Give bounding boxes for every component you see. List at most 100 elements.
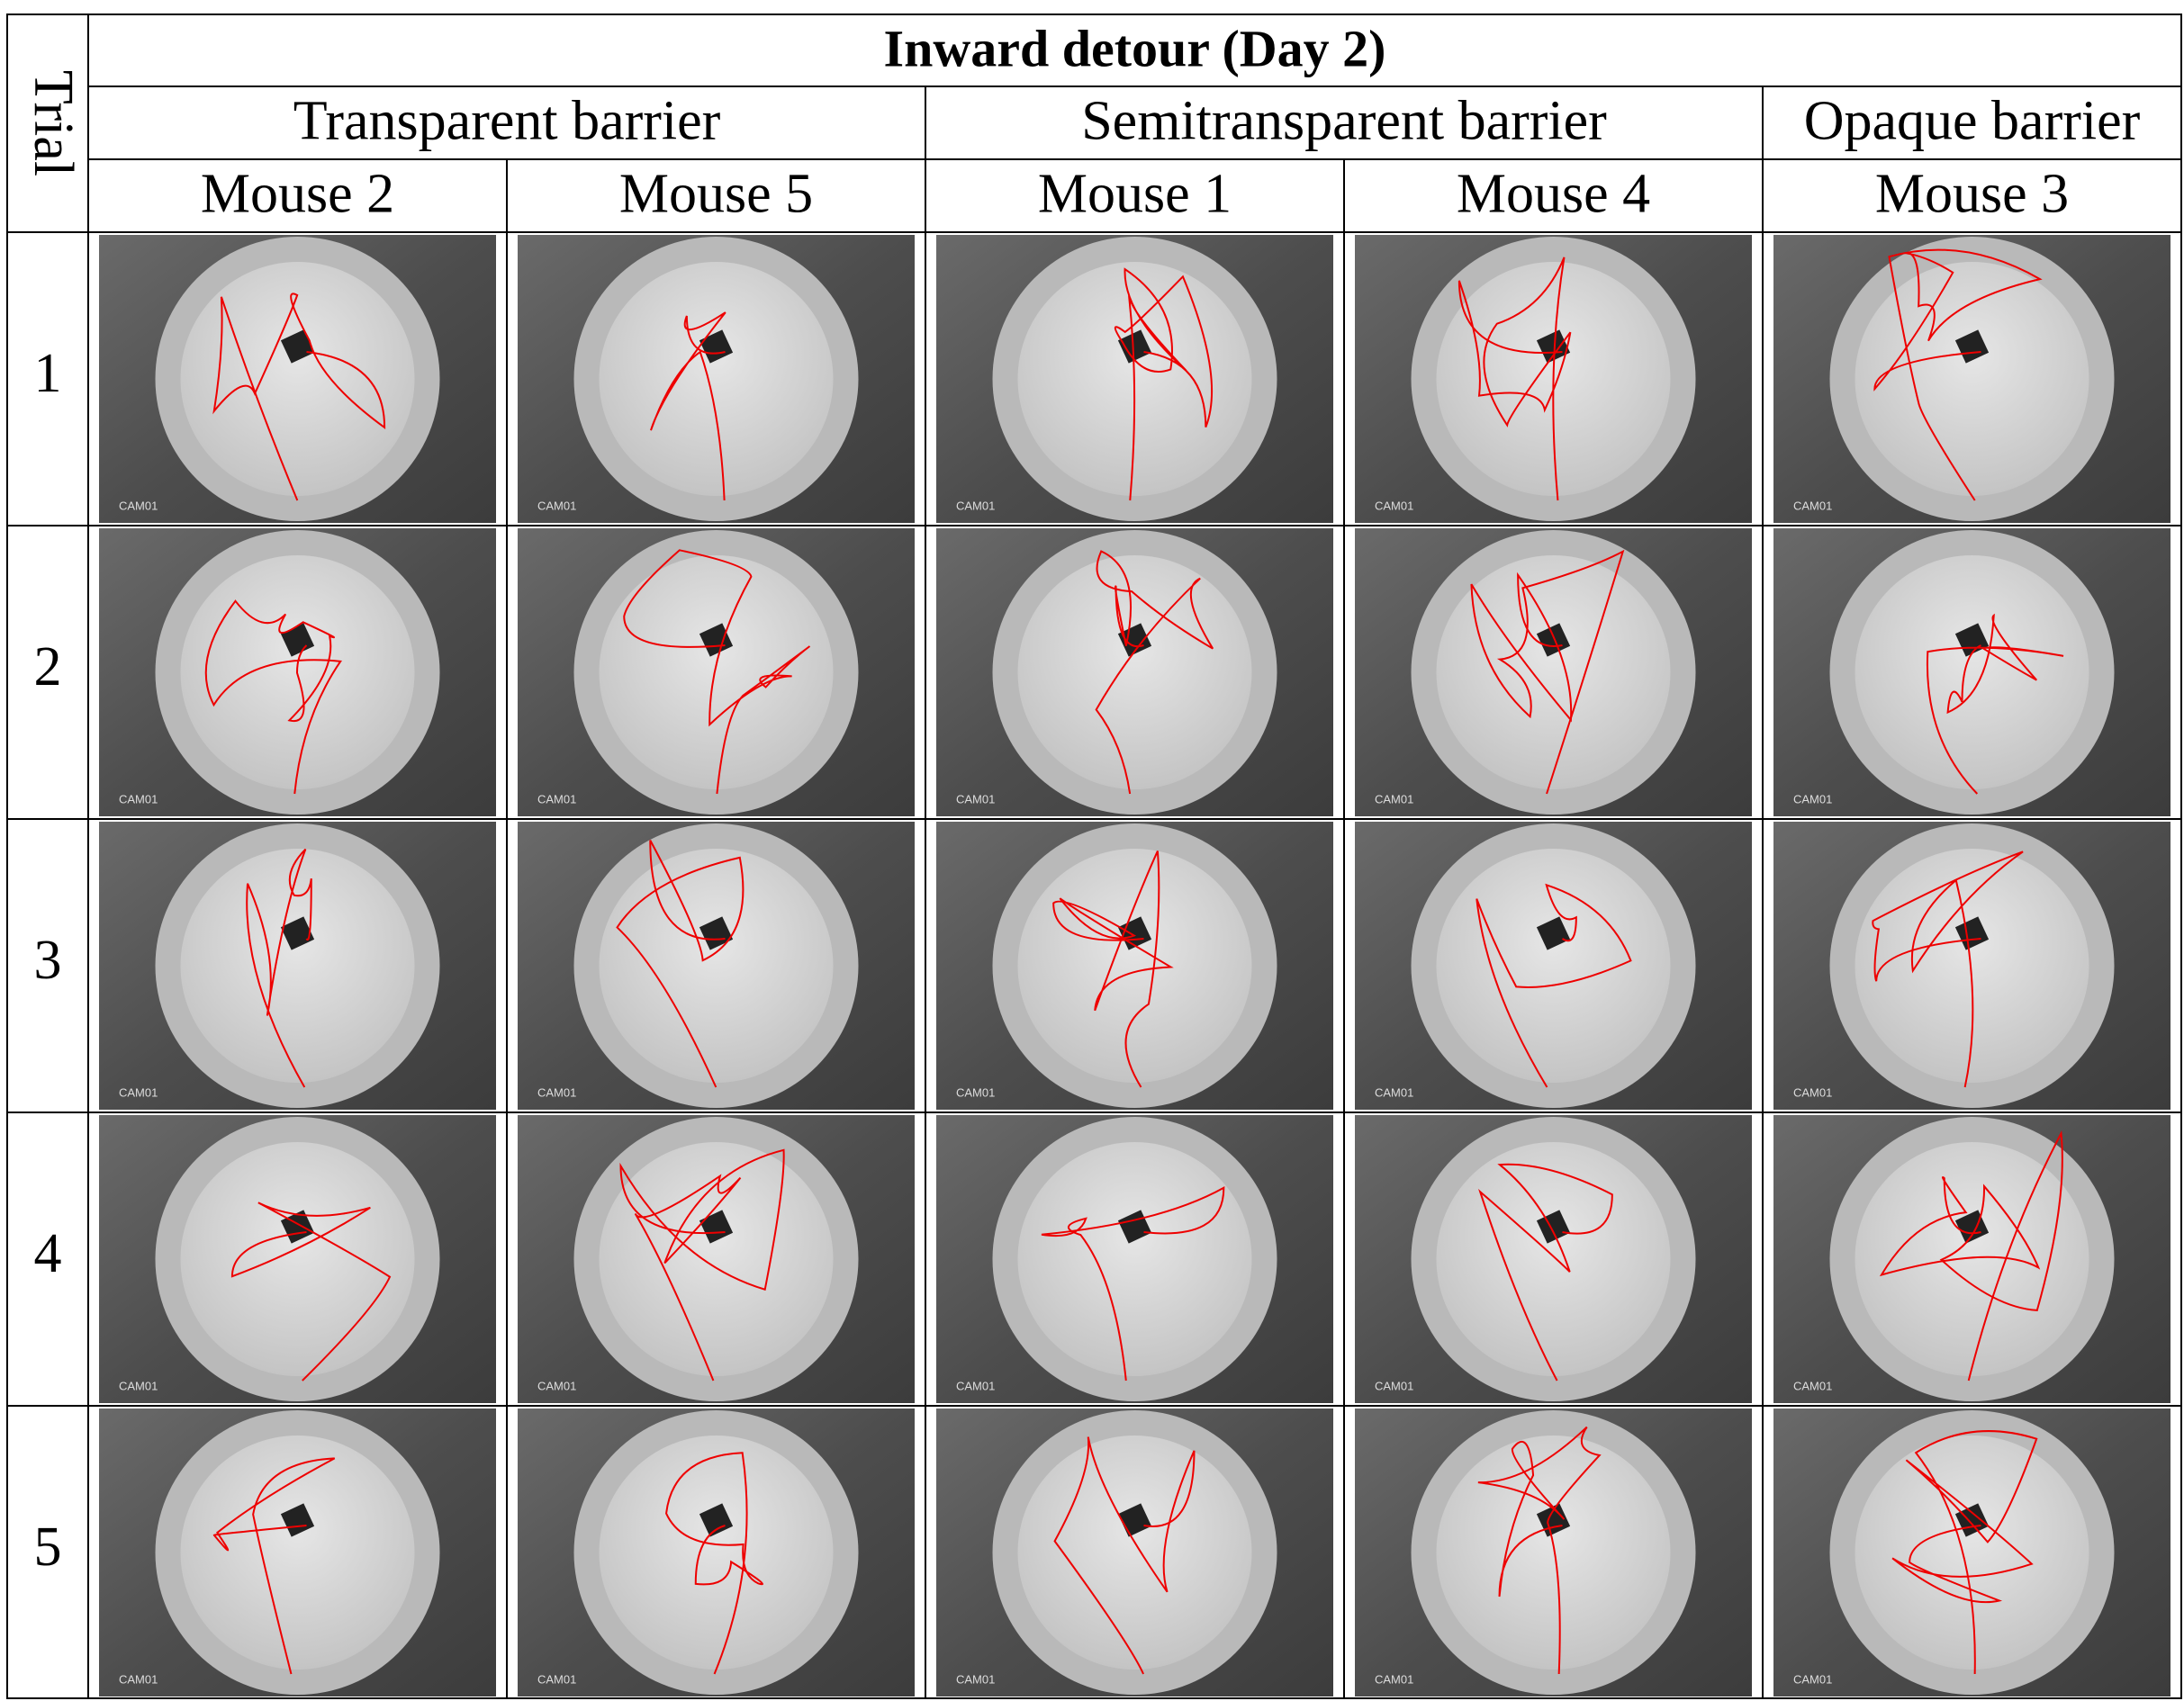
camera-label: CAM01: [1793, 499, 1832, 512]
camera-label: CAM01: [119, 499, 158, 512]
mouse-header: Mouse 2: [201, 164, 394, 225]
mouse-trajectory: [1095, 550, 1214, 795]
mouse-trajectory: [204, 599, 343, 795]
mouse-trajectory: [616, 840, 745, 1088]
goal-box: [1536, 916, 1571, 950]
goal-box: [1117, 623, 1152, 657]
camera-label: CAM01: [537, 1672, 576, 1686]
camera-label: CAM01: [1793, 1379, 1832, 1392]
trial-number: 5: [34, 1516, 62, 1578]
camera-label: CAM01: [1375, 1379, 1413, 1392]
arena-floor: [180, 1436, 415, 1670]
arena-floor: [599, 1436, 834, 1670]
arena-floor: [1855, 262, 2089, 496]
camera-label: CAM01: [1375, 792, 1413, 806]
trajectory-image: CAM01: [936, 822, 1333, 1110]
row-header: Trial: [23, 70, 84, 176]
goal-box: [1117, 329, 1152, 364]
camera-label: CAM01: [956, 1379, 995, 1392]
arena-floor: [1017, 555, 1252, 789]
arena-floor: [1855, 849, 2089, 1083]
mouse-trajectory: [212, 292, 386, 501]
trajectory-image: CAM01: [518, 235, 915, 523]
trial-number: 2: [34, 636, 62, 698]
trajectory-image: CAM01: [936, 528, 1333, 816]
goal-box: [280, 1503, 315, 1537]
mouse-header: Mouse 4: [1457, 164, 1650, 225]
camera-label: CAM01: [537, 792, 576, 806]
mouse-trajectory: [1872, 850, 2024, 1088]
mouse-trajectory: [246, 848, 312, 1088]
mouse-trajectory: [665, 1452, 764, 1675]
arena-floor: [180, 849, 415, 1083]
mouse-trajectory: [1873, 248, 2043, 501]
trajectory-image: CAM01: [1355, 235, 1752, 523]
trajectory-image: CAM01: [518, 822, 915, 1110]
trajectory-image: CAM01: [1773, 528, 2170, 816]
goal-box: [280, 916, 315, 950]
goal-box: [280, 329, 315, 364]
goal-box: [699, 623, 734, 657]
group-header: Transparent barrier: [293, 91, 721, 152]
mouse-trajectory: [1041, 1186, 1225, 1382]
mouse-trajectory: [1053, 1436, 1196, 1675]
arena-floor: [180, 262, 415, 496]
mouse-trajectory: [650, 311, 726, 501]
mouse-trajectory: [1458, 256, 1572, 501]
goal-box: [699, 916, 734, 950]
camera-label: CAM01: [537, 499, 576, 512]
goal-box: [1536, 623, 1571, 657]
mouse-trajectory: [623, 549, 811, 795]
trial-number: 4: [34, 1223, 62, 1284]
arena-floor: [180, 1142, 415, 1376]
trajectory-image: CAM01: [1773, 1408, 2170, 1696]
mouse-trajectory: [1476, 883, 1632, 1088]
arena-floor: [1855, 1142, 2089, 1376]
camera-label: CAM01: [1375, 499, 1413, 512]
mouse-trajectory: [1891, 1430, 2038, 1675]
camera-label: CAM01: [119, 1379, 158, 1392]
trajectory-image: CAM01: [1773, 822, 2170, 1110]
group-header: Opaque barrier: [1804, 91, 2141, 152]
arena-floor: [1017, 1436, 1252, 1670]
camera-label: CAM01: [956, 499, 995, 512]
arena-floor: [1436, 1142, 1671, 1376]
goal-box: [699, 1503, 734, 1537]
camera-label: CAM01: [956, 792, 995, 806]
mouse-trajectory: [212, 1457, 336, 1675]
mouse-header: Mouse 5: [619, 164, 813, 225]
trajectory-image: CAM01: [1355, 1115, 1752, 1403]
group-header: Semitransparent barrier: [1081, 91, 1607, 152]
arena-floor: [1017, 849, 1252, 1083]
arena-floor: [599, 1142, 834, 1376]
arena-floor: [1436, 849, 1671, 1083]
camera-label: CAM01: [119, 1085, 158, 1099]
mouse-trajectory: [1114, 267, 1214, 501]
trial-number: 1: [34, 343, 62, 404]
camera-label: CAM01: [956, 1672, 995, 1686]
trial-number: 3: [34, 930, 62, 991]
camera-label: CAM01: [537, 1085, 576, 1099]
mouse-header: Mouse 3: [1875, 164, 2069, 225]
arena-floor: [1855, 555, 2089, 789]
arena-floor: [1436, 555, 1671, 789]
trajectory-image: CAM01: [1355, 822, 1752, 1110]
arena-floor: [599, 262, 834, 496]
trajectory-image: CAM01: [936, 1115, 1333, 1403]
arena-floor: [1855, 1436, 2089, 1670]
goal-box: [1954, 916, 1990, 950]
mouse-trajectory: [1478, 1163, 1613, 1382]
mouse-trajectory: [1470, 549, 1625, 795]
trajectory-image: CAM01: [99, 235, 496, 523]
camera-label: CAM01: [956, 1085, 995, 1099]
goal-box: [1954, 329, 1990, 364]
trajectory-image: CAM01: [936, 1408, 1333, 1696]
camera-label: CAM01: [119, 792, 158, 806]
arena-floor: [599, 849, 834, 1083]
goal-box: [699, 329, 734, 364]
trajectory-image: CAM01: [99, 1408, 496, 1696]
mouse-trajectory: [1477, 1426, 1602, 1675]
trajectory-image: CAM01: [518, 528, 915, 816]
mouse-trajectory: [619, 1148, 785, 1382]
mouse-trajectory: [1052, 850, 1174, 1088]
